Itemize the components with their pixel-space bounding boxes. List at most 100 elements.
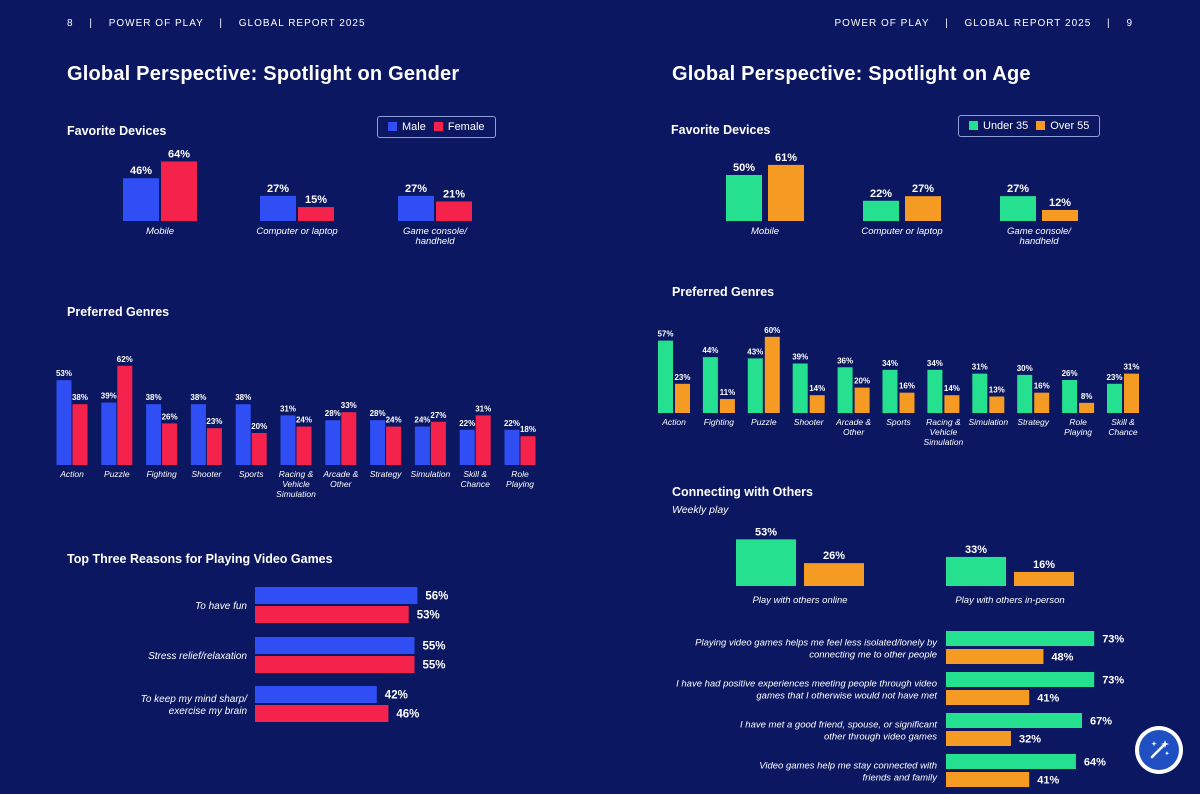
data-label: 18% — [520, 425, 536, 434]
bar — [658, 340, 673, 413]
page-header-left: 8 | POWER OF PLAY | GLOBAL REPORT 2025 — [67, 18, 366, 29]
bar — [946, 690, 1030, 705]
bar — [946, 713, 1083, 728]
data-label: 55% — [423, 641, 446, 653]
category-label: Arcade & — [835, 417, 871, 427]
data-label: 38% — [235, 393, 251, 402]
legend-label: Under 35 — [983, 120, 1029, 132]
bar — [747, 358, 763, 413]
data-label: 31% — [1123, 363, 1139, 372]
bar — [899, 392, 915, 413]
report-label: GLOBAL REPORT 2025 — [964, 18, 1092, 29]
data-label: 22% — [504, 419, 520, 428]
bar — [1107, 383, 1122, 413]
category-label: Other — [843, 427, 865, 437]
category-label: Playing — [506, 479, 534, 489]
bar — [768, 164, 804, 221]
data-label: 27% — [1007, 183, 1029, 195]
bar — [675, 383, 690, 413]
magic-wand-button[interactable] — [1135, 726, 1183, 774]
bar — [414, 426, 430, 465]
data-label: 43% — [747, 347, 763, 356]
data-label: 8% — [1081, 392, 1093, 401]
data-label: 57% — [657, 330, 673, 339]
data-label: 33% — [341, 401, 357, 410]
category-label: Role — [511, 469, 529, 479]
data-label: 31% — [280, 404, 296, 413]
category-label: Play with others in-person — [955, 595, 1064, 606]
data-label: 44% — [702, 346, 718, 355]
category-label: Fighting — [704, 417, 735, 427]
data-label: 31% — [475, 404, 491, 413]
category-label: Simulation — [276, 489, 316, 499]
category-label: Game console/ — [403, 226, 468, 237]
header-separator: | — [1107, 18, 1111, 29]
category-label: handheld — [415, 236, 455, 247]
page-number: 8 — [67, 18, 74, 29]
data-label: 16% — [1034, 382, 1050, 391]
age-devices-title: Favorite Devices — [671, 123, 771, 137]
data-label: 26% — [162, 412, 178, 421]
bar — [946, 731, 1011, 746]
data-label: 39% — [101, 392, 117, 401]
bar — [341, 412, 357, 465]
category-label: Racing & — [279, 469, 314, 479]
data-label: 27% — [430, 411, 446, 420]
data-label: 64% — [1084, 757, 1106, 769]
bar — [726, 175, 762, 221]
category-label: other through video games — [824, 732, 937, 743]
age-connect-subtitle: Weekly play — [672, 504, 729, 516]
data-label: 53% — [755, 526, 777, 538]
bar — [475, 415, 491, 465]
data-label: 36% — [837, 356, 853, 365]
data-label: 46% — [130, 165, 152, 177]
data-label: 24% — [414, 416, 430, 425]
age-connect-title: Connecting with Others — [672, 485, 813, 499]
magic-wand-icon — [1139, 730, 1179, 770]
legend-swatch — [388, 122, 397, 131]
bar — [863, 200, 899, 221]
bar — [280, 415, 296, 465]
age-title: Global Perspective: Spotlight on Age — [672, 63, 1031, 85]
bar — [430, 421, 446, 465]
gender-reasons-title: Top Three Reasons for Playing Video Game… — [67, 552, 333, 566]
data-label: 42% — [385, 690, 408, 702]
category-label: handheld — [1019, 236, 1059, 247]
category-label: Chance — [461, 479, 491, 489]
data-label: 34% — [927, 359, 943, 368]
data-label: 23% — [1106, 373, 1122, 382]
data-label: 32% — [1019, 734, 1041, 746]
data-label: 28% — [325, 409, 341, 418]
brand-label: POWER OF PLAY — [108, 18, 204, 29]
bar — [459, 429, 475, 465]
data-label: 27% — [912, 183, 934, 195]
category-label: Simulation — [411, 469, 451, 479]
category-label: connecting me to other people — [809, 650, 937, 661]
bar — [946, 649, 1044, 664]
bar — [946, 754, 1076, 769]
brand-label: POWER OF PLAY — [834, 18, 930, 29]
bar — [1000, 196, 1036, 221]
category-label: Simulation — [968, 417, 1008, 427]
data-label: 12% — [1049, 197, 1071, 209]
category-label: Fighting — [146, 469, 177, 479]
category-label: I have met a good friend, spouse, or sig… — [740, 720, 937, 731]
category-label: Puzzle — [751, 417, 777, 427]
page-number: 9 — [1126, 18, 1133, 29]
bar — [702, 357, 718, 413]
bar — [206, 428, 222, 465]
category-label: Vehicle — [930, 427, 958, 437]
bar — [1042, 209, 1078, 221]
data-label: 53% — [417, 610, 440, 622]
category-label: Sports — [886, 417, 911, 427]
category-label: To have fun — [195, 601, 247, 612]
bar — [72, 404, 88, 465]
bar — [946, 772, 1030, 787]
bar — [255, 705, 389, 722]
data-label: 27% — [267, 183, 289, 195]
bar — [989, 396, 1005, 413]
category-label: Sports — [239, 469, 264, 479]
bar — [235, 404, 251, 465]
bar — [251, 433, 267, 465]
data-label: 14% — [809, 384, 825, 393]
